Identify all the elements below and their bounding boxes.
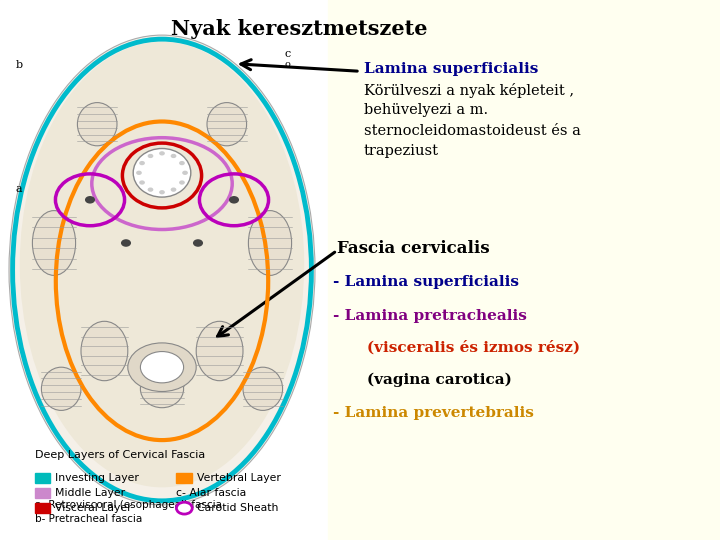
Ellipse shape: [207, 103, 246, 146]
Ellipse shape: [196, 321, 243, 381]
Circle shape: [139, 161, 145, 165]
Text: a- Retroviscoral (esophageal) fascia: a- Retroviscoral (esophageal) fascia: [35, 500, 222, 510]
Ellipse shape: [133, 148, 191, 197]
Ellipse shape: [243, 367, 283, 410]
Bar: [176, 473, 192, 483]
Ellipse shape: [78, 103, 117, 146]
Text: trapeziust: trapeziust: [364, 144, 438, 158]
Circle shape: [136, 171, 142, 175]
Ellipse shape: [41, 367, 81, 410]
Circle shape: [139, 180, 145, 185]
Circle shape: [171, 187, 176, 192]
Circle shape: [193, 239, 203, 247]
Text: Lamina superficialis: Lamina superficialis: [364, 62, 538, 76]
Text: o: o: [284, 60, 290, 69]
Text: Visceral Layer: Visceral Layer: [55, 503, 131, 513]
Text: behüvelyezi a m.: behüvelyezi a m.: [364, 103, 487, 117]
Circle shape: [159, 151, 165, 156]
Ellipse shape: [140, 370, 184, 408]
Circle shape: [171, 154, 176, 158]
Text: a: a: [16, 184, 22, 194]
Circle shape: [182, 171, 188, 175]
Text: Investing Layer: Investing Layer: [55, 473, 138, 483]
Bar: [0, 0, 328, 540]
Ellipse shape: [140, 352, 184, 383]
Circle shape: [148, 154, 153, 158]
Text: Vertebral Layer: Vertebral Layer: [197, 473, 280, 483]
Circle shape: [148, 187, 153, 192]
Circle shape: [85, 196, 95, 204]
Text: Middle Layer: Middle Layer: [55, 488, 125, 498]
Text: Körülveszi a nyak képleteit ,: Körülveszi a nyak képleteit ,: [364, 83, 574, 98]
Ellipse shape: [128, 343, 196, 391]
Bar: [35, 473, 50, 483]
Text: Deep Layers of Cervical Fascia: Deep Layers of Cervical Fascia: [35, 450, 204, 460]
Bar: [35, 488, 50, 498]
Circle shape: [176, 502, 192, 514]
Circle shape: [159, 190, 165, 194]
Text: (visceralis és izmos rész): (visceralis és izmos rész): [367, 340, 580, 355]
Text: c- Alar fascia: c- Alar fascia: [176, 488, 247, 498]
Ellipse shape: [248, 211, 292, 275]
Circle shape: [121, 239, 131, 247]
Ellipse shape: [32, 211, 76, 275]
Text: Carotid Sheath: Carotid Sheath: [197, 503, 278, 513]
Circle shape: [179, 161, 185, 165]
Ellipse shape: [9, 35, 315, 505]
Text: - Lamina pretrachealis: - Lamina pretrachealis: [333, 309, 526, 323]
Text: b: b: [16, 60, 23, 70]
Text: Fascia cervicalis: Fascia cervicalis: [337, 240, 490, 257]
Ellipse shape: [81, 321, 128, 381]
Bar: [328, 0, 720, 540]
Bar: [35, 503, 50, 513]
Text: b- Pretracheal fascia: b- Pretracheal fascia: [35, 514, 142, 524]
Text: - Lamina prevertebralis: - Lamina prevertebralis: [333, 406, 534, 420]
Text: (vagina carotica): (vagina carotica): [367, 373, 512, 387]
Text: - Lamina superficialis: - Lamina superficialis: [333, 275, 518, 289]
Text: sternocleidomastoideust és a: sternocleidomastoideust és a: [364, 124, 580, 138]
Circle shape: [179, 180, 185, 185]
Ellipse shape: [19, 42, 305, 488]
Text: c: c: [284, 49, 291, 59]
Text: Nyak keresztmetszete: Nyak keresztmetszete: [171, 19, 427, 39]
Circle shape: [229, 196, 239, 204]
